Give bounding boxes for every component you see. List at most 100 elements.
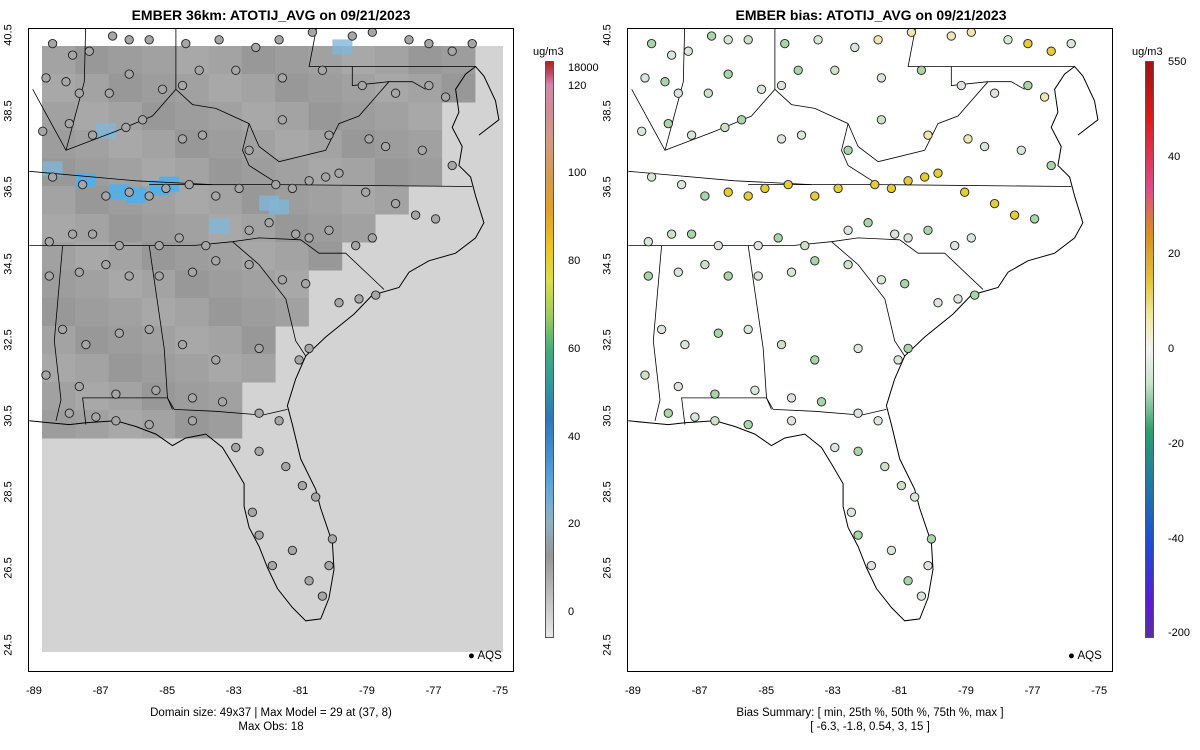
monitor-site-marker: [890, 229, 900, 239]
monitor-site-marker: [424, 38, 434, 49]
monitor-site-marker: [743, 419, 753, 430]
monitor-site-marker: [776, 134, 787, 144]
monitor-site-marker: [903, 576, 913, 586]
monitor-site-marker: [640, 370, 650, 380]
monitor-site-marker: [906, 29, 917, 37]
left-colorbar: [545, 61, 554, 638]
monitor-site-marker: [810, 256, 820, 266]
monitor-site-marker: [124, 187, 134, 197]
monitor-site-marker: [47, 172, 58, 182]
left-x-tick-label: -87: [92, 685, 109, 697]
monitor-site-marker: [680, 339, 690, 350]
monitor-site-marker: [723, 187, 733, 197]
monitor-site-marker: [646, 172, 657, 182]
monitor-site-marker: [700, 191, 710, 201]
monitor-site-marker: [274, 416, 284, 426]
monitor-site-marker: [430, 214, 441, 224]
monitor-site-marker: [254, 343, 264, 354]
monitor-site-marker: [81, 339, 91, 350]
model-cell: [175, 326, 209, 355]
colorbar-tick-label: 0: [568, 606, 575, 618]
monitor-site-marker: [91, 412, 101, 422]
monitor-site-marker: [254, 530, 264, 540]
monitor-site-marker: [643, 271, 653, 281]
monitor-site-marker: [317, 591, 328, 601]
monitor-site-marker: [211, 355, 221, 365]
monitor-site-marker: [334, 298, 344, 308]
monitor-site-marker: [876, 275, 887, 285]
right-map-frame: [627, 28, 1113, 672]
monitor-site-marker: [1046, 46, 1056, 56]
monitor-site-marker: [736, 115, 747, 125]
model-cell: [141, 46, 176, 75]
colorbar-tick-label: 80: [568, 255, 581, 267]
monitor-site-marker: [753, 271, 763, 281]
model-cell: [108, 74, 143, 103]
right-x-tick-label: -89: [625, 685, 641, 697]
model-cell: [108, 326, 143, 355]
monitor-site-marker: [666, 229, 677, 239]
model-cell: [275, 130, 309, 159]
monitor-site-marker: [114, 328, 124, 338]
model-cell: [141, 382, 176, 411]
monitor-site-marker: [663, 118, 673, 129]
monitor-site-marker: [301, 279, 311, 289]
monitor-site-marker: [380, 141, 391, 152]
monitor-site-marker: [916, 591, 927, 601]
left-x-tick-label: -81: [292, 685, 309, 697]
monitor-site-marker: [187, 416, 198, 426]
monitor-site-marker: [64, 118, 74, 129]
monitor-site-marker: [979, 141, 990, 152]
monitor-site-marker: [274, 35, 284, 45]
state-boundary: [65, 29, 87, 151]
monitor-site-marker: [923, 560, 933, 571]
state-boundary: [351, 66, 390, 86]
right-y-tick-label: 40.5: [601, 24, 614, 46]
monitor-site-marker: [966, 233, 976, 243]
monitor-site-marker: [74, 381, 84, 392]
model-cell: [275, 242, 309, 271]
monitor-site-marker: [244, 225, 254, 235]
monitor-site-marker: [933, 298, 943, 308]
monitor-site-marker: [217, 397, 228, 407]
monitor-site-marker: [843, 145, 853, 155]
monitor-site-marker: [327, 534, 338, 544]
monitor-site-marker: [87, 130, 98, 140]
model-cell: [308, 186, 343, 215]
monitor-site-marker: [886, 183, 897, 194]
monitor-site-marker: [750, 385, 760, 395]
left-x-tick-label: -83: [225, 685, 242, 697]
model-cell: [241, 102, 276, 131]
monitor-site-marker: [800, 240, 810, 251]
monitor-site-marker: [74, 88, 84, 98]
monitor-site-marker: [41, 370, 51, 380]
model-cell: [241, 158, 276, 187]
monitor-site-marker: [956, 80, 966, 91]
model-cell: [375, 46, 409, 75]
monitor-site-marker: [783, 179, 793, 190]
monitor-site-marker: [916, 65, 927, 75]
model-cell: [208, 158, 243, 187]
model-cell: [108, 158, 143, 187]
monitor-site-marker: [144, 419, 154, 430]
monitor-site-marker: [893, 355, 903, 365]
monitor-site-marker: [177, 80, 188, 91]
monitor-site-marker: [853, 530, 863, 540]
monitor-site-marker: [104, 88, 114, 98]
model-cell: [408, 158, 443, 187]
model-cell: [175, 298, 209, 327]
right-y-tick-label: 24.5: [601, 633, 614, 656]
model-cell: [408, 130, 443, 159]
monitor-site-marker: [706, 31, 717, 41]
monitor-site-marker: [723, 69, 733, 79]
model-cell: [208, 382, 243, 411]
monitor-site-marker: [277, 275, 288, 285]
monitor-site-marker: [440, 92, 451, 102]
model-cell: [241, 298, 276, 327]
model-hotspot-cell: [109, 184, 130, 200]
monitor-site-marker: [281, 461, 291, 472]
monitor-site-marker: [174, 233, 184, 243]
monitor-site-marker: [187, 267, 198, 277]
model-cell: [208, 242, 243, 271]
monitor-site-marker: [361, 187, 371, 197]
